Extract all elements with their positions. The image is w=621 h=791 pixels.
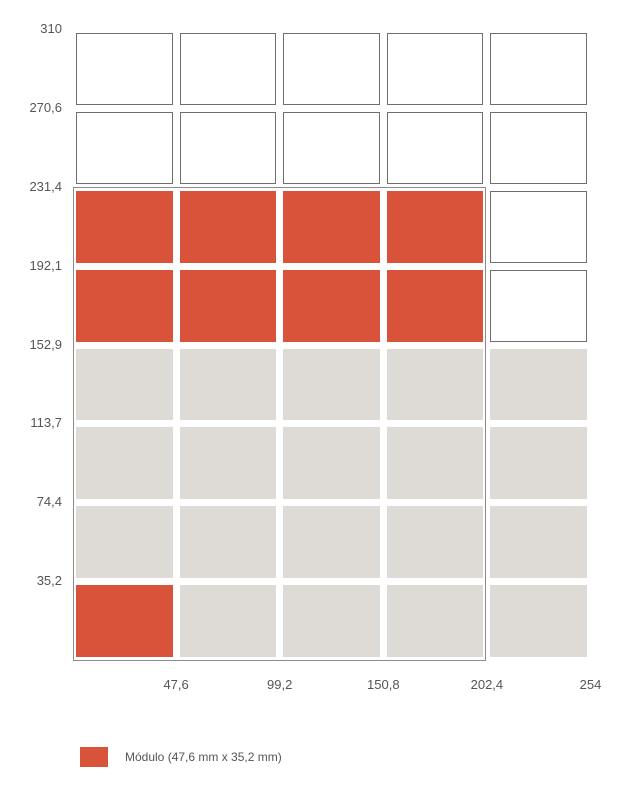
grid-cell-empty — [283, 33, 380, 105]
grid-cell-reserved — [386, 348, 484, 421]
grid-cell-module — [76, 190, 173, 263]
y-tick-label: 270,6 — [29, 99, 62, 115]
grid-cell-empty — [179, 111, 277, 184]
y-tick-label: 192,1 — [29, 257, 62, 273]
grid-cell-empty — [76, 111, 173, 184]
grid-cell-module — [76, 585, 173, 657]
grid-cell-reserved — [283, 506, 380, 579]
grid-cell-empty — [386, 33, 484, 105]
grid-cell-module — [386, 190, 484, 263]
grid-cell-reserved — [490, 348, 587, 421]
grid-cell-reserved — [386, 585, 484, 657]
x-tick-label: 99,2 — [267, 677, 293, 692]
legend-label: Módulo (47,6 mm x 35,2 mm) — [125, 750, 282, 764]
grid-cell-empty — [490, 111, 587, 184]
grid-cell-empty — [283, 111, 380, 184]
grid-cell-reserved — [179, 585, 277, 657]
y-tick-label: 74,4 — [36, 494, 62, 510]
y-tick-label: 113,7 — [30, 415, 62, 431]
y-tick-label: 35,2 — [36, 573, 62, 589]
grid-cell-reserved — [283, 427, 380, 500]
grid-cell-module — [283, 269, 380, 342]
grid-cell-reserved — [179, 427, 277, 500]
y-tick-label: 231,4 — [29, 178, 62, 194]
x-tick-label: 150,8 — [367, 677, 400, 692]
grid-cell-reserved — [386, 506, 484, 579]
grid-cell-module — [386, 269, 484, 342]
grid-cell-reserved — [76, 348, 173, 421]
legend-swatch-module — [80, 747, 108, 767]
legend: Módulo (47,6 mm x 35,2 mm) — [80, 747, 282, 767]
x-tick-label: 254 — [579, 677, 602, 692]
grid-cell-reserved — [490, 506, 587, 579]
grid-cell-module — [283, 190, 380, 263]
grid-cell-reserved — [386, 427, 484, 500]
grid-cell-empty — [490, 190, 587, 263]
y-tick-label: 310 — [40, 21, 62, 36]
grid-cell-empty — [386, 111, 484, 184]
grid-cell-reserved — [179, 506, 277, 579]
grid-cell-module — [76, 269, 173, 342]
grid-cell-module — [179, 269, 277, 342]
grid-cell-reserved — [76, 427, 173, 500]
grid-cell-reserved — [490, 585, 587, 657]
x-tick-label: 47,6 — [163, 677, 189, 692]
grid-cell-reserved — [179, 348, 277, 421]
grid-cell-reserved — [76, 506, 173, 579]
grid-cell-module — [179, 190, 277, 263]
grid-cell-reserved — [283, 348, 380, 421]
grid-cell-empty — [490, 269, 587, 342]
grid-cell-empty — [76, 33, 173, 105]
x-tick-label: 202,4 — [470, 677, 504, 692]
grid-cell-reserved — [283, 585, 380, 657]
grid-cell-reserved — [490, 427, 587, 500]
grid-cell-empty — [179, 33, 277, 105]
grid-cell-empty — [490, 33, 587, 105]
y-tick-label: 152,9 — [29, 336, 62, 352]
